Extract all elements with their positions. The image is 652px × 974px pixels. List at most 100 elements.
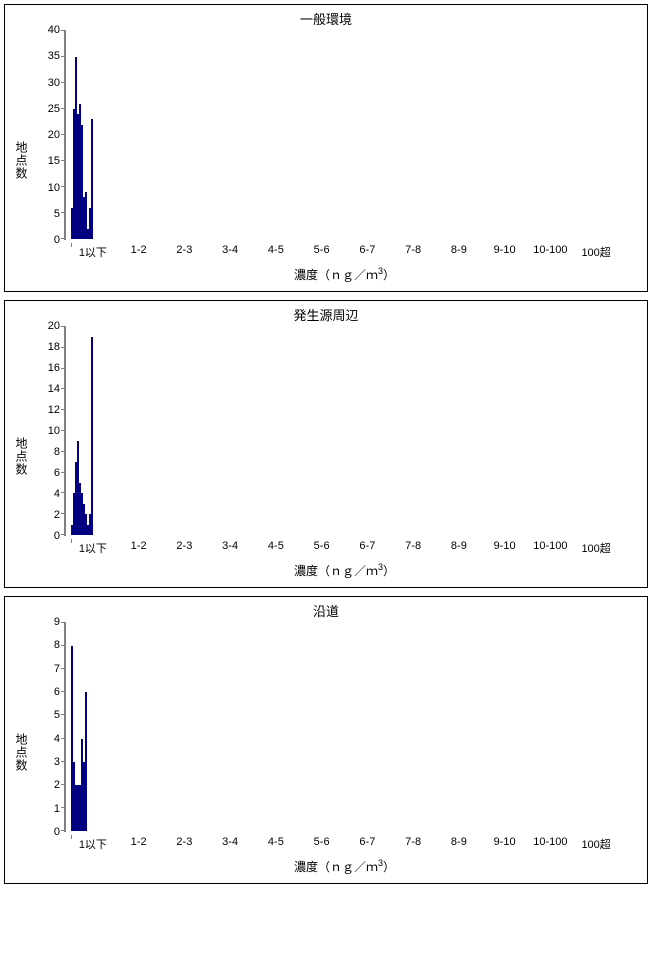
plot-area	[64, 30, 66, 240]
bar-slot	[91, 31, 93, 239]
y-tick-label: 4	[54, 733, 60, 745]
x-tick-label: 5-6	[299, 540, 345, 556]
y-axis-label: 地点数	[5, 141, 34, 180]
bar-slot	[91, 327, 93, 535]
x-tick-label: 9-10	[482, 540, 528, 556]
x-tick-label: 1以下	[70, 244, 116, 260]
chart-title: 沿道	[5, 597, 647, 622]
x-label-wrap: 濃度（ｎｇ／ｍ3）	[34, 852, 625, 883]
plot-column: 024681012141618201以下1-22-33-44-55-66-77-…	[34, 326, 647, 587]
x-label-wrap: 濃度（ｎｇ／ｍ3）	[34, 556, 625, 587]
x-tick-label: 10-100	[528, 540, 574, 556]
x-tick-label: 7-8	[390, 836, 436, 852]
y-tick-label: 10	[48, 425, 60, 437]
bar	[91, 119, 93, 239]
y-tick-column: 0123456789	[34, 622, 64, 832]
plot-flex: 02468101214161820	[34, 326, 625, 536]
y-tick-label: 35	[48, 50, 60, 62]
y-tick-label: 15	[48, 155, 60, 167]
x-label-wrap: 濃度（ｎｇ／ｍ3）	[34, 260, 625, 291]
x-tick-row-wrap: 1以下1-22-33-44-55-66-77-88-99-1010-100100…	[34, 536, 625, 556]
y-tick-label: 20	[48, 129, 60, 141]
chart-title: 発生源周辺	[5, 301, 647, 326]
x-label-suffix: ）	[383, 564, 395, 578]
y-tick-column: 02468101214161820	[34, 326, 64, 536]
y-tick-label: 20	[48, 320, 60, 332]
x-label-suffix: ）	[383, 860, 395, 874]
x-tick-label: 2-3	[162, 836, 208, 852]
x-axis-label: 濃度（ｎｇ／ｍ3）	[64, 852, 625, 883]
bar	[91, 337, 93, 535]
x-tick-label: 6-7	[345, 540, 391, 556]
y-tick-label: 0	[54, 234, 60, 246]
y-tick-label: 18	[48, 341, 60, 353]
x-tick-label: 7-8	[390, 540, 436, 556]
y-axis-label: 地点数	[5, 733, 34, 772]
y-tick-label: 14	[48, 383, 60, 395]
x-tick-label: 2-3	[162, 540, 208, 556]
y-tick-label: 7	[54, 663, 60, 675]
y-tick-label: 0	[54, 530, 60, 542]
y-tick-label: 16	[48, 362, 60, 374]
chart-title: 一般環境	[5, 5, 647, 30]
y-tick-label: 6	[54, 686, 60, 698]
y-tick-label: 2	[54, 509, 60, 521]
x-tick-label: 10-100	[528, 244, 574, 260]
plot-area	[64, 622, 66, 832]
x-label-prefix: 濃度（ｎｇ／ｍ	[294, 268, 378, 282]
x-tick-label: 100超	[573, 540, 619, 556]
y-tick-label: 9	[54, 616, 60, 628]
x-axis-label: 濃度（ｎｇ／ｍ3）	[64, 260, 625, 291]
x-tick-label: 1以下	[70, 540, 116, 556]
y-tick-label: 25	[48, 103, 60, 115]
x-tick-label: 1-2	[116, 836, 162, 852]
spacer	[34, 852, 64, 883]
x-tick-label: 3-4	[207, 836, 253, 852]
bars-row	[65, 623, 77, 831]
chart-panel: 沿道地点数01234567891以下1-22-33-44-55-66-77-88…	[4, 596, 648, 884]
y-tick-label: 40	[48, 24, 60, 36]
spacer	[34, 260, 64, 291]
x-tick-label: 1以下	[70, 836, 116, 852]
y-tick-label: 2	[54, 779, 60, 791]
y-tick-label: 5	[54, 208, 60, 220]
y-tick-label: 6	[54, 467, 60, 479]
plot-area	[64, 326, 66, 536]
x-label-prefix: 濃度（ｎｇ／ｍ	[294, 564, 378, 578]
y-tick-label: 5	[54, 709, 60, 721]
y-tick-label: 1	[54, 803, 60, 815]
x-tick-row-wrap: 1以下1-22-33-44-55-66-77-88-99-1010-100100…	[34, 240, 625, 260]
x-tick-label: 9-10	[482, 244, 528, 260]
y-tick-label: 4	[54, 488, 60, 500]
x-label-suffix: ）	[383, 268, 395, 282]
x-tick-label: 10-100	[528, 836, 574, 852]
y-tick-label: 8	[54, 639, 60, 651]
x-tick-label: 8-9	[436, 244, 482, 260]
x-tick-label: 4-5	[253, 836, 299, 852]
x-tick-row: 1以下1-22-33-44-55-66-77-88-99-1010-100100…	[64, 540, 625, 556]
x-tick-label: 6-7	[345, 836, 391, 852]
bar-slot	[85, 623, 87, 831]
x-tick-label: 2-3	[162, 244, 208, 260]
x-tick-label: 100超	[573, 836, 619, 852]
y-tick-label: 3	[54, 756, 60, 768]
plot-wrap: 地点数01234567891以下1-22-33-44-55-66-77-88-9…	[5, 622, 647, 883]
x-tick-label: 1-2	[116, 244, 162, 260]
x-tick-label: 4-5	[253, 540, 299, 556]
plot-wrap: 地点数024681012141618201以下1-22-33-44-55-66-…	[5, 326, 647, 587]
x-tick-label: 7-8	[390, 244, 436, 260]
plot-column: 05101520253035401以下1-22-33-44-55-66-77-8…	[34, 30, 647, 291]
x-tick-label: 5-6	[299, 244, 345, 260]
plot-flex: 0123456789	[34, 622, 625, 832]
x-tick-label: 3-4	[207, 244, 253, 260]
x-tick-label: 1-2	[116, 540, 162, 556]
y-tick-label: 8	[54, 446, 60, 458]
charts-container: 一般環境地点数05101520253035401以下1-22-33-44-55-…	[4, 4, 648, 884]
y-tick-label: 12	[48, 404, 60, 416]
chart-panel: 発生源周辺地点数024681012141618201以下1-22-33-44-5…	[4, 300, 648, 588]
x-tick-label: 5-6	[299, 836, 345, 852]
y-tick-label: 30	[48, 77, 60, 89]
x-tick-label: 100超	[573, 244, 619, 260]
x-tick-label: 4-5	[253, 244, 299, 260]
x-tick-row-wrap: 1以下1-22-33-44-55-66-77-88-99-1010-100100…	[34, 832, 625, 852]
